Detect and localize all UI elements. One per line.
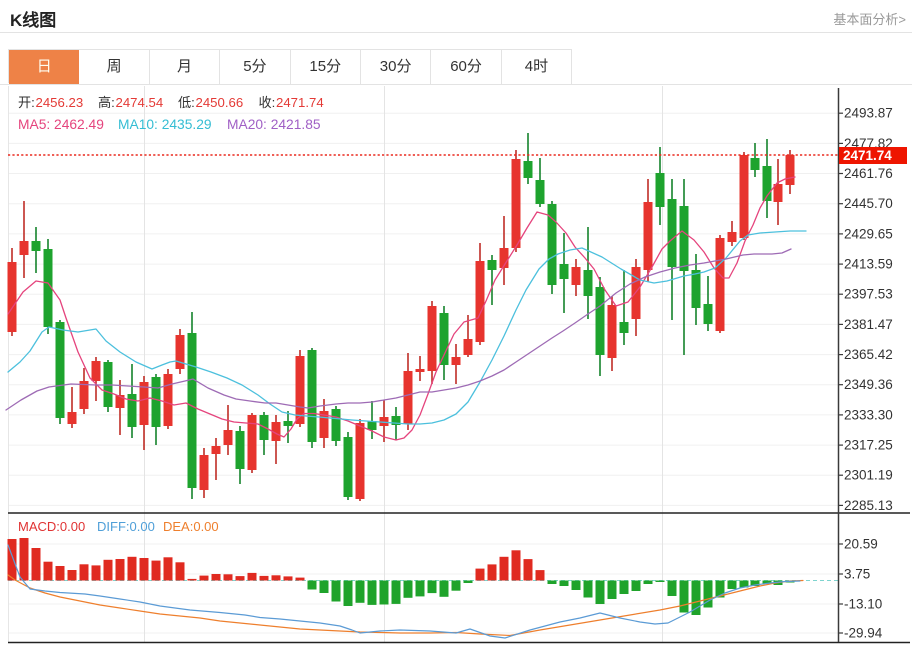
svg-text:2429.65: 2429.65 [844, 226, 893, 241]
svg-text:2413.59: 2413.59 [844, 257, 893, 272]
svg-text:-29.94: -29.94 [844, 626, 883, 641]
svg-text:2397.53: 2397.53 [844, 287, 893, 302]
svg-text:20.59: 20.59 [844, 537, 878, 552]
svg-text:2471.74: 2471.74 [843, 148, 892, 163]
svg-text:2445.70: 2445.70 [844, 196, 893, 211]
svg-text:2381.47: 2381.47 [844, 317, 893, 332]
svg-text:2493.87: 2493.87 [844, 106, 893, 121]
svg-text:2301.19: 2301.19 [844, 468, 893, 483]
svg-text:2333.30: 2333.30 [844, 407, 893, 422]
svg-text:2285.13: 2285.13 [844, 498, 893, 513]
svg-text:2317.25: 2317.25 [844, 438, 893, 453]
svg-text:3.75: 3.75 [844, 567, 870, 582]
svg-text:2365.42: 2365.42 [844, 347, 893, 362]
svg-text:-13.10: -13.10 [844, 597, 882, 612]
svg-text:2349.36: 2349.36 [844, 377, 893, 392]
svg-text:开:2456.23高:2474.54低:2450.66收:2: 开:2456.23 高:2474.54 低:2450.66 收:2471.74 [18, 94, 324, 110]
svg-text:2461.76: 2461.76 [844, 166, 893, 181]
